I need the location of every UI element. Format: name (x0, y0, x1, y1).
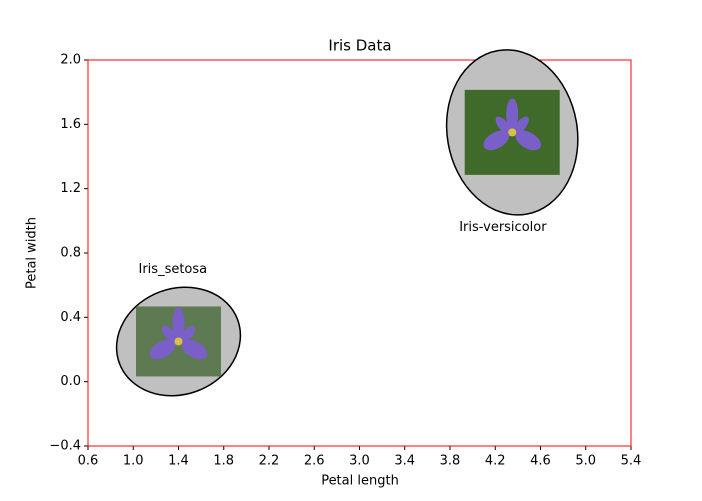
point-image (464, 89, 560, 175)
chart-title: Iris Data (328, 37, 391, 55)
flower-petal (515, 130, 541, 151)
y-tick-label: −0.4 (49, 439, 81, 454)
flower-center (508, 128, 517, 137)
y-tick-label: 0.8 (60, 246, 81, 261)
x-tick-label: 2.2 (259, 454, 280, 469)
y-tick-label: 0.4 (60, 310, 81, 325)
point-label: Iris-versicolor (459, 220, 547, 235)
x-tick-label: 2.6 (304, 454, 325, 469)
y-axis-label: Petal width (25, 217, 40, 289)
flower-petal (172, 307, 185, 340)
x-tick-label: 1.8 (213, 454, 234, 469)
point-label: Iris_setosa (139, 262, 208, 277)
flower-petal (506, 98, 519, 131)
x-tick-label: 0.6 (78, 454, 99, 469)
flower-petal (181, 339, 208, 360)
x-tick-label: 3.4 (394, 454, 415, 469)
x-tick-label: 5.0 (575, 454, 596, 469)
x-tick-label: 3.0 (349, 454, 370, 469)
flower-petal (483, 130, 509, 151)
plot-frame (87, 59, 632, 447)
y-tick-label: 2.0 (60, 53, 81, 68)
y-tick-label: 1.2 (60, 181, 81, 196)
x-tick-label: 4.2 (485, 454, 506, 469)
x-tick-label: 4.6 (530, 454, 551, 469)
y-tick-label: 0.0 (60, 374, 81, 389)
flower-center (174, 337, 183, 346)
x-tick-label: 1.4 (168, 454, 189, 469)
y-tick-label: 1.6 (60, 117, 81, 132)
x-tick-label: 1.0 (123, 454, 144, 469)
flower-petal (149, 339, 176, 360)
x-tick-label: 5.4 (621, 454, 642, 469)
point-image (136, 306, 221, 377)
x-axis-label: Petal length (321, 474, 399, 489)
x-tick-label: 3.8 (440, 454, 461, 469)
